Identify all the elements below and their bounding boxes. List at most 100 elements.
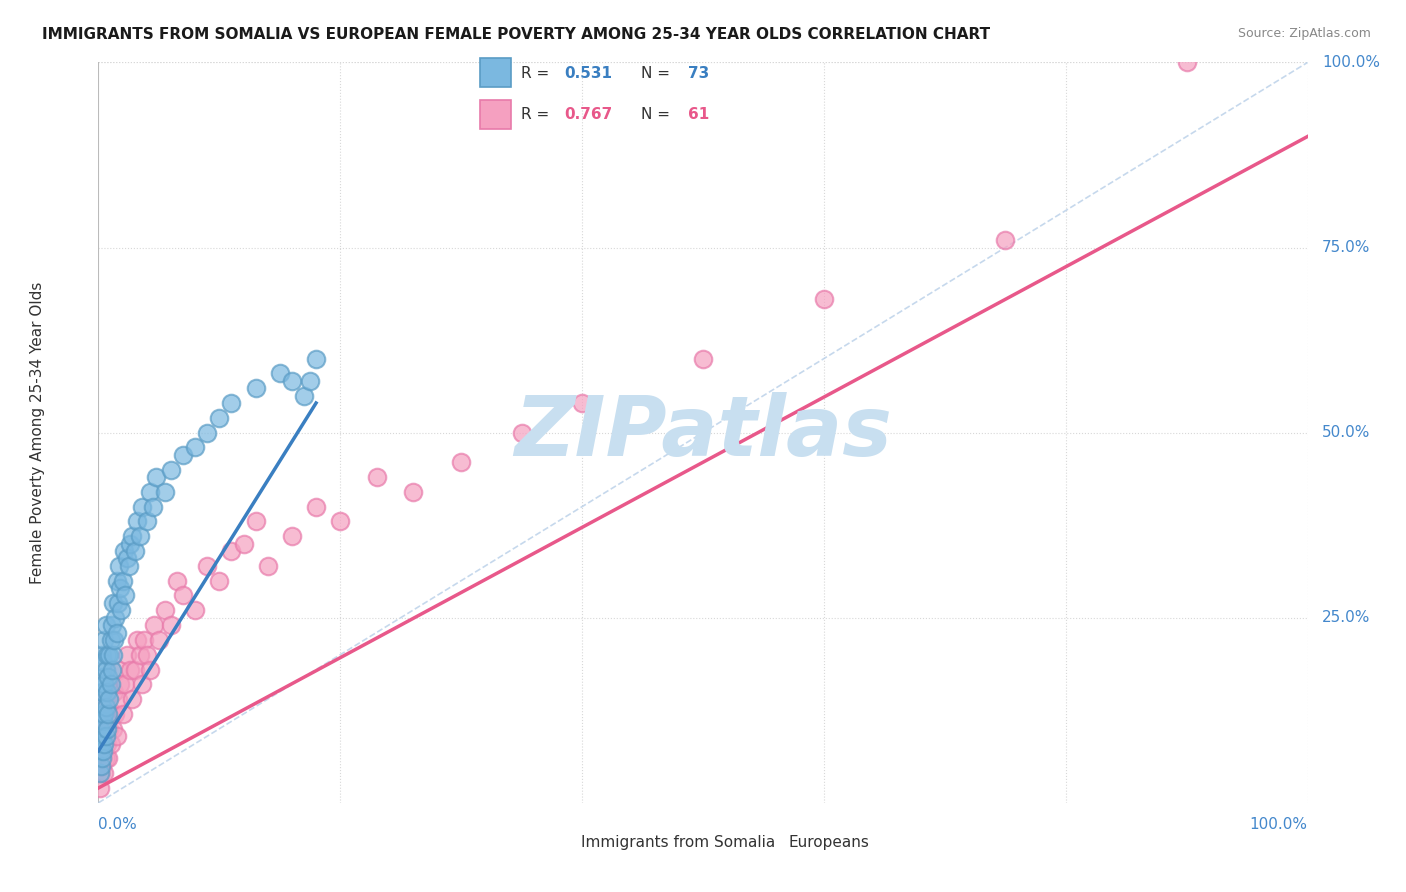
Point — [221, 396, 243, 410]
Point — [97, 670, 120, 684]
Point — [98, 648, 121, 662]
Text: ZIPatlas: ZIPatlas — [515, 392, 891, 473]
Point — [121, 692, 143, 706]
Point — [166, 574, 188, 588]
Point — [208, 410, 231, 425]
Point — [105, 625, 128, 640]
Point — [101, 648, 124, 662]
Point — [89, 744, 111, 758]
Text: 50.0%: 50.0% — [1322, 425, 1371, 440]
Point — [128, 648, 150, 662]
Point — [114, 677, 136, 691]
Point — [692, 351, 714, 366]
Point — [90, 737, 112, 751]
Point — [221, 544, 243, 558]
Point — [96, 692, 118, 706]
Point — [305, 351, 328, 366]
Text: N =: N = — [641, 66, 675, 80]
Point — [245, 515, 267, 529]
Point — [450, 455, 472, 469]
Point — [111, 706, 134, 721]
Point — [91, 722, 114, 736]
Point — [994, 233, 1017, 247]
Text: 25.0%: 25.0% — [1322, 610, 1371, 625]
Point — [91, 699, 114, 714]
Point — [91, 714, 114, 729]
Point — [91, 758, 114, 772]
Point — [91, 670, 114, 684]
Text: Female Poverty Among 25-34 Year Olds: Female Poverty Among 25-34 Year Olds — [31, 282, 45, 583]
Point — [366, 470, 388, 484]
Point — [91, 751, 114, 765]
Point — [571, 396, 593, 410]
Point — [813, 293, 835, 307]
Point — [131, 500, 153, 514]
Point — [104, 706, 127, 721]
Point — [1175, 55, 1198, 70]
Point — [121, 529, 143, 543]
Point — [97, 706, 120, 721]
Point — [100, 632, 122, 647]
Point — [172, 448, 194, 462]
Point — [94, 729, 117, 743]
Point — [91, 685, 114, 699]
Point — [108, 581, 131, 595]
Point — [93, 706, 115, 721]
Point — [281, 529, 304, 543]
Point — [96, 722, 118, 736]
Point — [108, 558, 131, 573]
Point — [135, 515, 157, 529]
Point — [184, 441, 207, 455]
Point — [127, 632, 149, 647]
Point — [91, 729, 114, 743]
Text: 100.0%: 100.0% — [1322, 55, 1381, 70]
Point — [208, 574, 231, 588]
Point — [105, 574, 128, 588]
Point — [100, 618, 122, 632]
Text: R =: R = — [520, 107, 554, 121]
Text: IMMIGRANTS FROM SOMALIA VS EUROPEAN FEMALE POVERTY AMONG 25-34 YEAR OLDS CORRELA: IMMIGRANTS FROM SOMALIA VS EUROPEAN FEMA… — [42, 27, 990, 42]
Point — [195, 558, 218, 573]
Point — [153, 603, 176, 617]
Point — [105, 729, 128, 743]
Point — [195, 425, 218, 440]
Point — [94, 699, 117, 714]
Point — [96, 685, 118, 699]
Point — [108, 663, 131, 677]
Point — [91, 751, 114, 765]
Point — [134, 632, 156, 647]
Point — [114, 589, 136, 603]
Point — [93, 737, 115, 751]
Text: 0.767: 0.767 — [564, 107, 612, 121]
Point — [93, 737, 115, 751]
Text: 0.0%: 0.0% — [98, 817, 138, 831]
Point — [104, 610, 127, 624]
Point — [124, 663, 146, 677]
Point — [139, 663, 162, 677]
Point — [245, 381, 267, 395]
Text: R =: R = — [520, 66, 554, 80]
Point — [103, 632, 125, 647]
Point — [98, 692, 121, 706]
Text: N =: N = — [641, 107, 675, 121]
Point — [90, 758, 112, 772]
Point — [94, 722, 117, 736]
Point — [93, 766, 115, 780]
Point — [89, 780, 111, 795]
Point — [402, 484, 425, 499]
Point — [111, 574, 134, 588]
Point — [118, 536, 141, 550]
Point — [127, 515, 149, 529]
Text: Source: ZipAtlas.com: Source: ZipAtlas.com — [1237, 27, 1371, 40]
Point — [89, 722, 111, 736]
Point — [118, 663, 141, 677]
Point — [100, 663, 122, 677]
Point — [510, 425, 533, 440]
Point — [101, 596, 124, 610]
Point — [292, 388, 315, 402]
Point — [153, 484, 176, 499]
Point — [269, 367, 291, 381]
Point — [94, 663, 117, 677]
Point — [160, 462, 183, 476]
Point — [91, 648, 114, 662]
